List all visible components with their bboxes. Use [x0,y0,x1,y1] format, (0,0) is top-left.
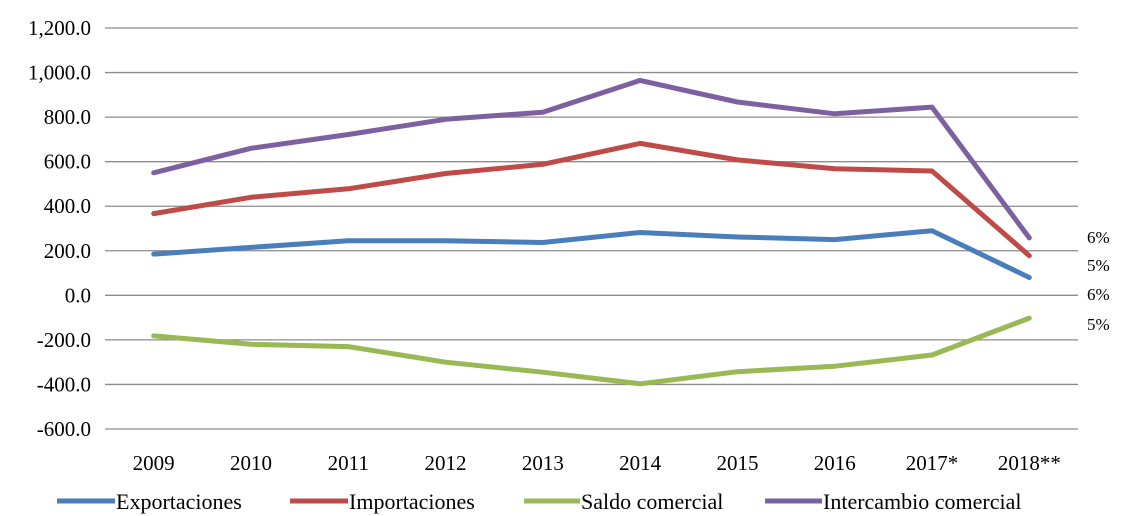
legend-item-exportaciones: Exportaciones [57,489,242,514]
annotation-intercambio-2018: 6% [1087,228,1110,247]
annotations: 6% 5% 6% 5% [1087,228,1110,334]
y-tick-label: 200.0 [44,239,91,263]
y-tick-label: -600.0 [37,417,91,441]
x-tick-label: 2015 [716,451,758,475]
y-tick-label: 0.0 [65,283,91,307]
y-axis-tick-labels: -600.0 -400.0 -200.0 0.0 200.0 400.0 600.0 800.… [28,16,91,441]
annotation-saldo-2018: 5% [1087,315,1110,334]
legend-label-saldo-comercial: Saldo comercial [581,489,723,514]
series-lines [151,77,1032,387]
y-tick-label: 400.0 [44,194,91,218]
x-tick-label: 2017* [906,451,959,475]
y-tick-label: -400.0 [37,372,91,396]
y-tick-label: 1,200.0 [28,16,91,40]
x-axis-tick-labels: 2009 2010 2011 2012 2013 2014 2015 2016 2017* 201… [133,451,1061,475]
series-line-saldo-comercial [151,315,1032,387]
y-tick-label: 800.0 [44,105,91,129]
x-tick-label: 2013 [522,451,564,475]
y-tick-label: 600.0 [44,150,91,174]
legend-item-intercambio-comercial: Intercambio comercial [765,489,1022,514]
y-tick-label: -200.0 [37,328,91,352]
annotation-exportaciones-2018: 6% [1087,285,1110,304]
x-tick-label: 2009 [133,451,175,475]
series-line-exportaciones [151,228,1032,280]
annotation-importaciones-2018: 5% [1087,256,1110,275]
legend-label-importaciones: Importaciones [349,489,475,514]
y-tick-label: 1,000.0 [28,61,91,85]
x-tick-label: 2014 [619,451,662,475]
legend-label-exportaciones: Exportaciones [116,489,242,514]
gridlines [105,27,1078,430]
series-line-intercambio-comercial [151,77,1032,241]
x-tick-label: 2018** [998,451,1061,475]
x-tick-label: 2012 [425,451,467,475]
series-line-importaciones [151,140,1032,259]
x-tick-label: 2010 [230,451,272,475]
legend-item-saldo-comercial: Saldo comercial [524,489,723,514]
legend: Exportaciones Importaciones Saldo comerc… [57,489,1022,514]
legend-item-importaciones: Importaciones [290,489,475,514]
x-tick-label: 2016 [814,451,856,475]
x-tick-label: 2011 [328,451,369,475]
legend-label-intercambio-comercial: Intercambio comercial [823,489,1022,514]
